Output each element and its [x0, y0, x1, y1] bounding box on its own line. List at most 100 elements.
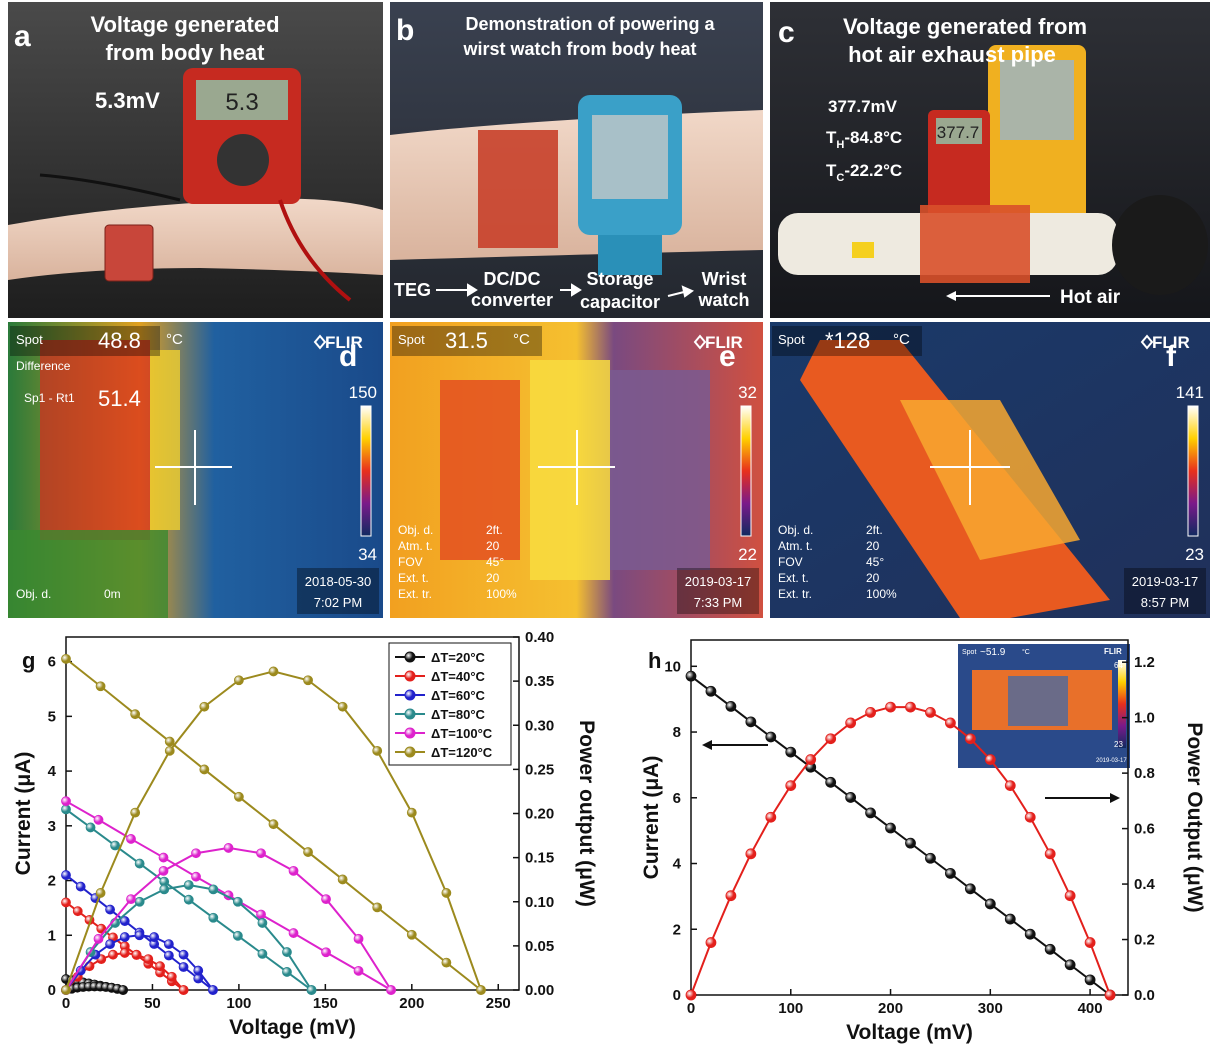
flow-step: DC/DC: [484, 269, 541, 289]
data-point: [322, 948, 331, 957]
panel-label: h: [648, 648, 661, 673]
y2-tick-label: 0.4: [1134, 876, 1156, 893]
data-point: [686, 990, 696, 1000]
inset-scale-min: 23: [1114, 740, 1123, 749]
param-name: Ext. tr.: [398, 587, 432, 601]
data-point: [886, 823, 896, 833]
param-name: Obj. d.: [778, 523, 813, 537]
y2-tick-label: 1.2: [1134, 654, 1155, 671]
data-point: [62, 654, 71, 663]
legend-marker: [405, 652, 415, 662]
y-tick-label: 8: [673, 724, 681, 741]
data-point: [164, 940, 173, 949]
data-point: [111, 841, 120, 850]
y-tick-label: 0: [673, 987, 681, 1004]
x-axis-label: Voltage (mV): [229, 1016, 356, 1039]
symbol: T: [826, 161, 837, 180]
param-value: 20: [866, 539, 880, 553]
data-point: [96, 682, 105, 691]
inset-spot: Spot: [962, 649, 976, 656]
y2-tick-label: 0.15: [525, 850, 554, 867]
x-tick-label: 0: [687, 1000, 695, 1017]
data-point: [159, 853, 168, 862]
data-point: [127, 895, 136, 904]
y-tick-label: 3: [48, 818, 56, 835]
data-point: [726, 891, 736, 901]
data-point: [179, 986, 188, 995]
data-point: [165, 746, 174, 755]
data-point: [1025, 812, 1035, 822]
legend-marker: [405, 690, 415, 700]
param-value: 2ft.: [486, 523, 503, 537]
x-tick-label: 200: [399, 995, 424, 1012]
data-point: [766, 812, 776, 822]
x-tick-label: 50: [144, 995, 161, 1012]
scale-min: 22: [738, 545, 757, 564]
data-point: [257, 849, 266, 858]
data-point: [257, 910, 266, 919]
data-point: [945, 718, 955, 728]
data-point: [127, 834, 136, 843]
data-point: [208, 986, 217, 995]
data-point: [269, 820, 278, 829]
panel-title: Voltage generated from: [843, 14, 1087, 39]
y2-tick-label: 0.20: [525, 806, 554, 823]
y-tick-label: 4: [48, 763, 57, 780]
symbol: T: [826, 128, 837, 147]
legend-marker: [405, 747, 415, 757]
data-point: [304, 676, 313, 685]
y2-tick-label: 0.25: [525, 761, 554, 778]
data-point: [965, 884, 975, 894]
data-point: [387, 986, 396, 995]
y-tick-label: 6: [48, 654, 56, 671]
color-scale: [361, 406, 371, 536]
inset-brand: FLIR: [1104, 647, 1122, 656]
y-tick-label: 1: [48, 927, 56, 944]
panel-title: from body heat: [106, 40, 266, 65]
param-value: 20: [486, 539, 500, 553]
data-point: [194, 966, 203, 975]
spot-value: *128: [825, 328, 870, 353]
data-point: [200, 702, 209, 711]
panel-label: c: [778, 16, 795, 49]
y-tick-label: 0: [48, 982, 56, 999]
x-tick-label: 200: [878, 1000, 903, 1017]
date: 2018-05-30: [305, 574, 372, 589]
data-point: [184, 895, 193, 904]
data-point: [322, 895, 331, 904]
data-point: [1105, 990, 1115, 1000]
time: 7:33 PM: [694, 595, 742, 610]
param-value: 0m: [104, 587, 121, 601]
data-point: [905, 838, 915, 848]
y2-tick-label: 0.40: [525, 629, 554, 646]
param-value: 45°: [486, 555, 504, 569]
panel-title: hot air exhaust pipe: [848, 42, 1056, 67]
data-point: [96, 888, 105, 897]
data-point: [135, 897, 144, 906]
value: -22.2°C: [844, 161, 902, 180]
data-point: [373, 903, 382, 912]
data-point: [86, 823, 95, 832]
data-point: [706, 686, 716, 696]
data-point: [1005, 781, 1015, 791]
time: 7:02 PM: [314, 595, 362, 610]
y-tick-label: 2: [673, 921, 681, 938]
param-value: 20: [486, 571, 500, 585]
subscript: H: [836, 139, 844, 151]
data-point: [258, 949, 267, 958]
y-tick-label: 4: [673, 856, 682, 873]
data-point: [407, 808, 416, 817]
panel-title: wirst watch from body heat: [462, 39, 696, 59]
data-point: [307, 986, 316, 995]
param-value: 20: [866, 571, 880, 585]
value: -84.8°C: [844, 128, 902, 147]
scale-min: 23: [1185, 545, 1204, 564]
data-point: [373, 746, 382, 755]
param-name: Atm. t.: [398, 539, 433, 553]
data-point: [234, 676, 243, 685]
param-value: 2ft.: [866, 523, 883, 537]
scale-max: 141: [1176, 383, 1204, 402]
data-point: [62, 986, 71, 995]
legend-label: ΔT=100°C: [431, 726, 493, 741]
arrow-label: Hot air: [1060, 287, 1121, 308]
